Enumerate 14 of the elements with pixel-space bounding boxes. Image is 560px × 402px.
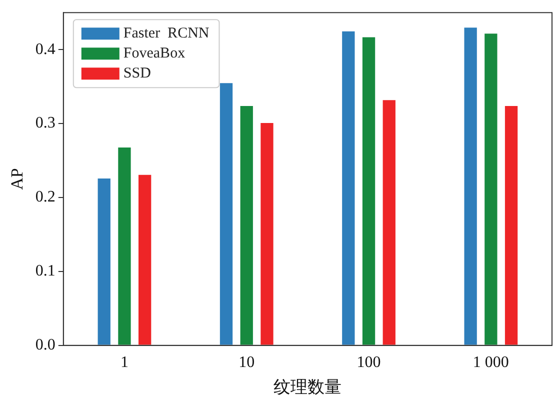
x-tick-label: 1 [120,354,128,372]
y-tick-label: 0.1 [35,262,56,280]
legend-label: FoveaBox [123,46,186,62]
x-tick-label: 10 [238,354,255,372]
y-tick-label: 0.0 [35,336,56,354]
legend-label: Faster RCNN [123,26,210,42]
y-tick-label: 0.3 [35,114,56,132]
x-tick-label: 100 [356,354,381,372]
x-tick-label: 1 000 [472,354,509,372]
y-tick-label: 0.2 [35,188,56,206]
legend-label: SSD [123,66,152,82]
y-axis-title: AP [8,168,27,190]
x-axis-title: 纹理数量 [274,377,342,396]
y-tick-label: 0.4 [35,40,56,58]
